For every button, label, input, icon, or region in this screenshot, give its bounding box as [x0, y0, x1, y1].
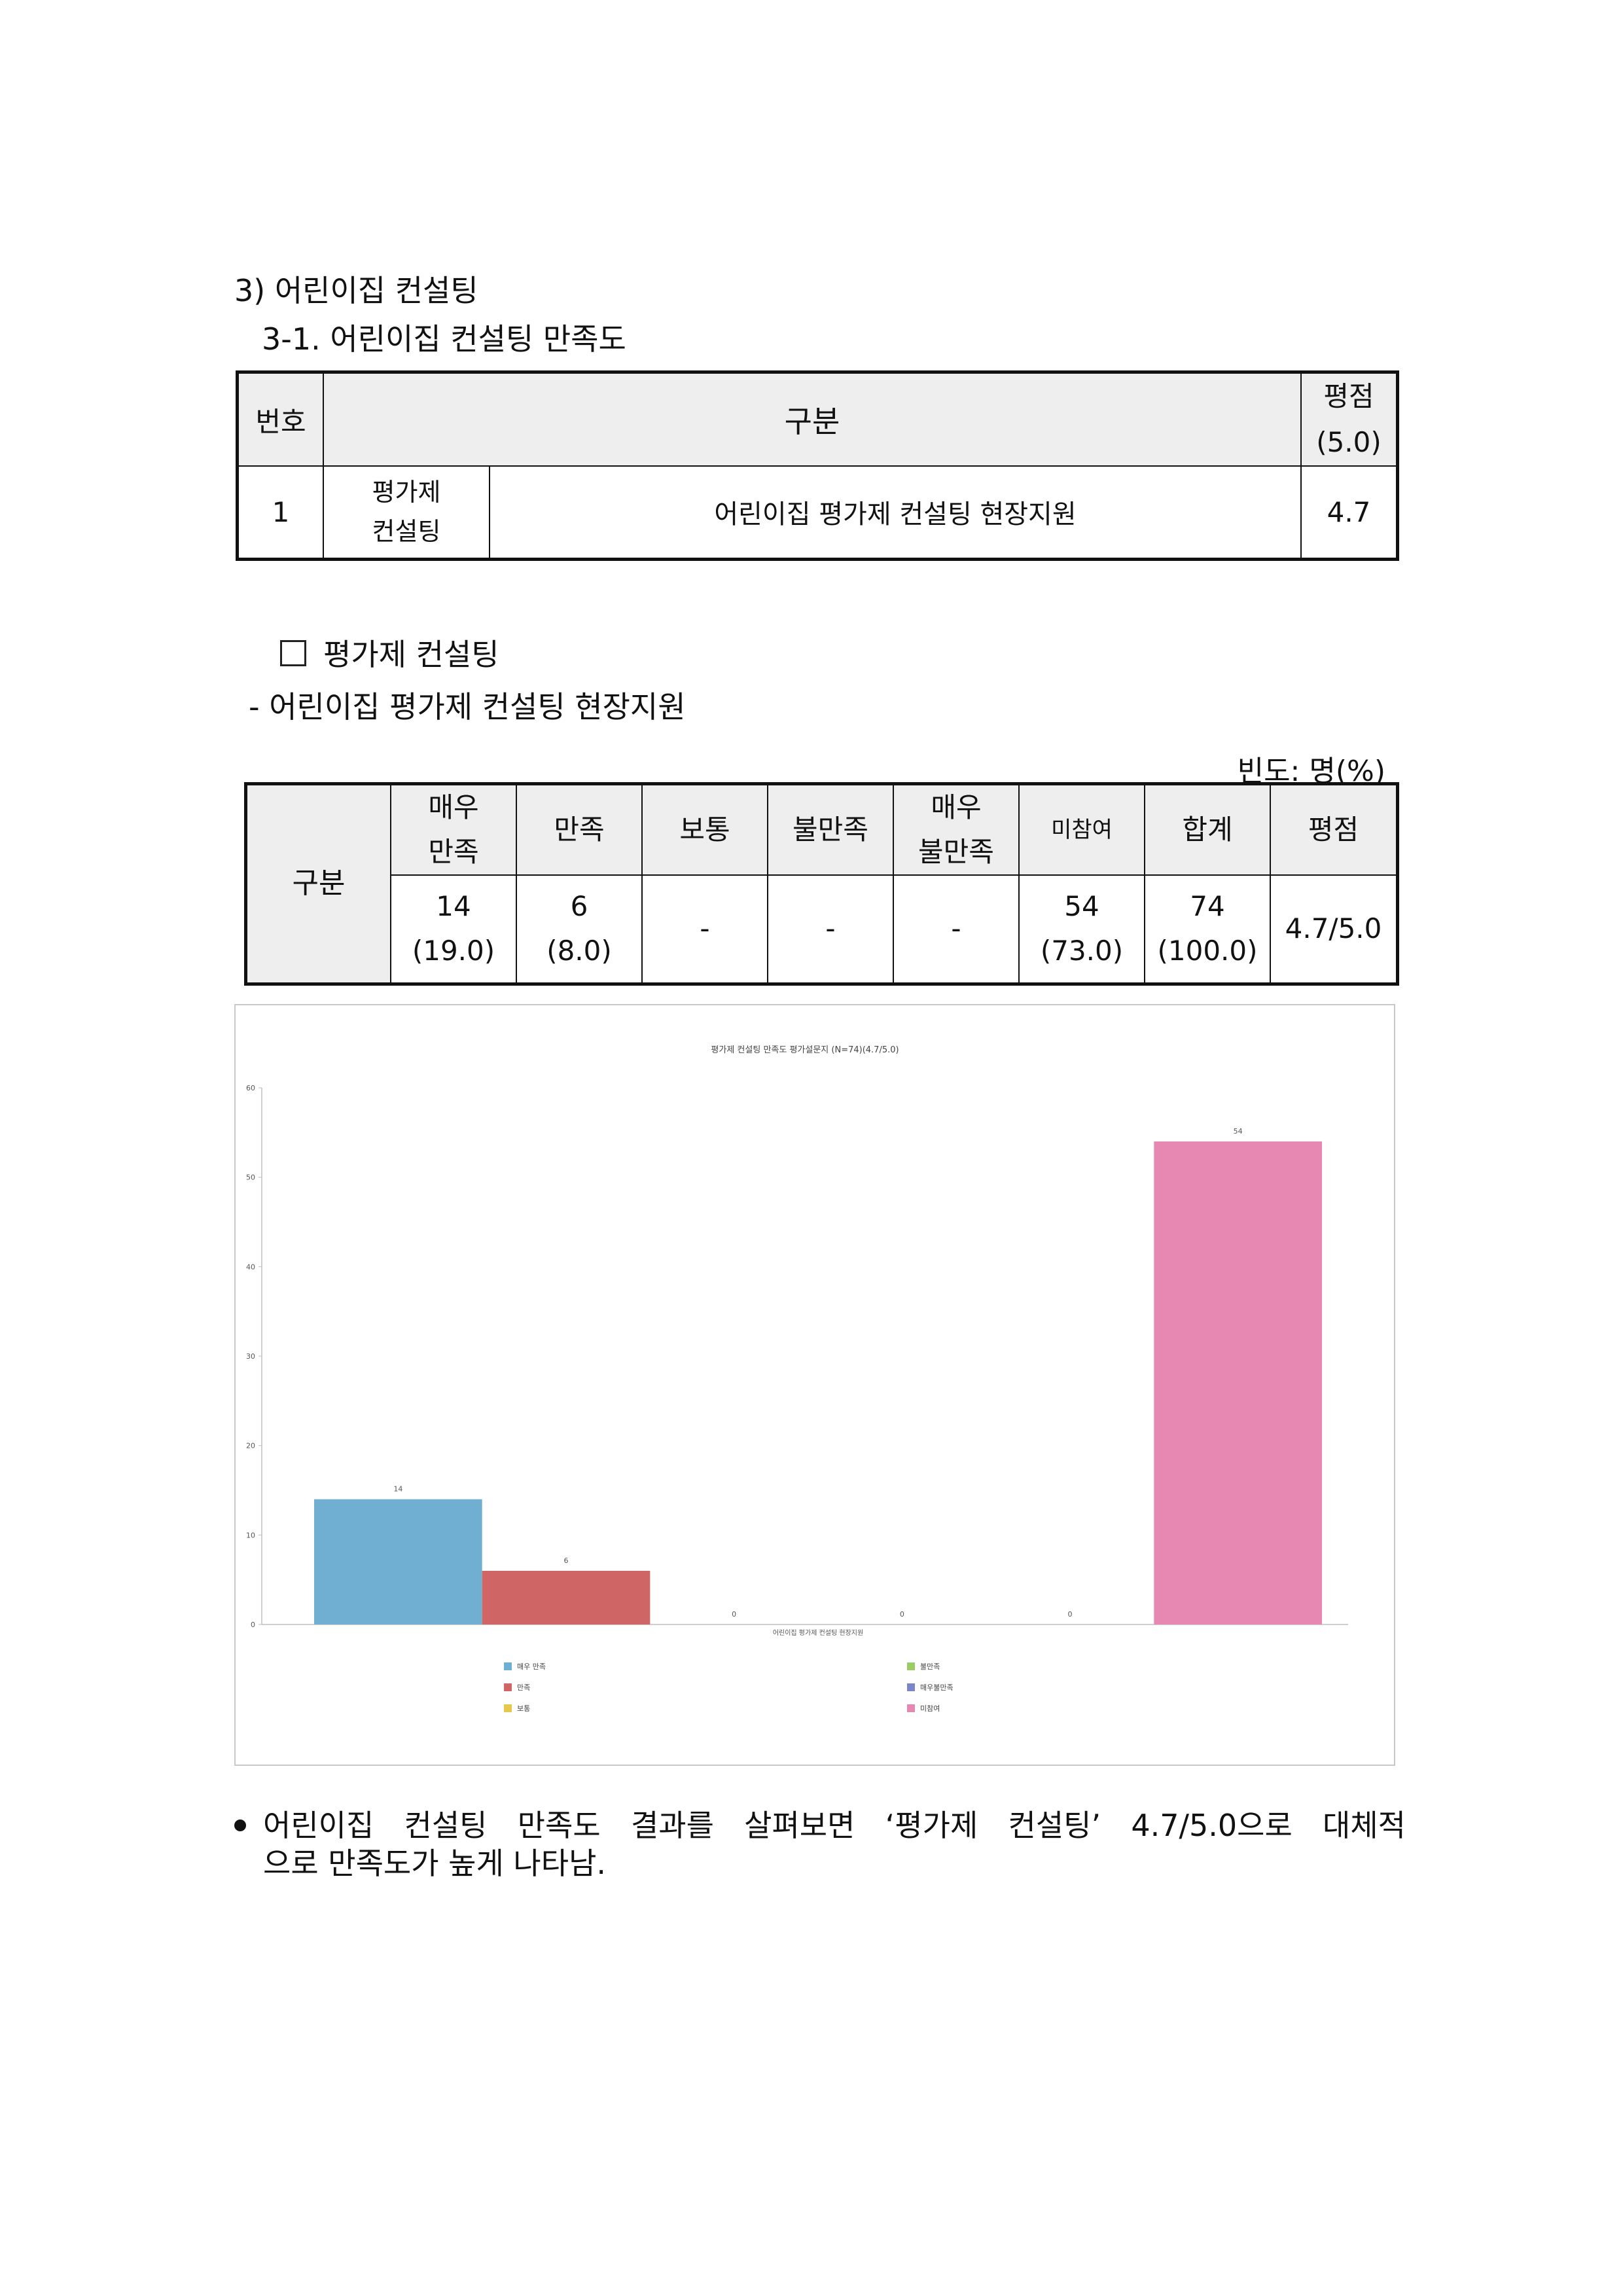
- y-tick-label: 60: [246, 1084, 255, 1092]
- freq-cell-0-pct: (19.0): [412, 935, 495, 967]
- row-group: 평가제 컨설팅: [323, 465, 490, 560]
- freq-header-non-participation: 미참여: [1018, 783, 1145, 876]
- dash-title: - 어린이집 평가제 컨설팅 현장지원: [249, 689, 686, 725]
- legend-swatch: [504, 1683, 512, 1691]
- checkbox-square-icon: [280, 640, 306, 666]
- row-no: 1: [236, 465, 324, 560]
- bar-data-label: 0: [732, 1610, 736, 1619]
- legend-label: 미참여: [920, 1704, 940, 1713]
- bar-data-label: 54: [1234, 1127, 1243, 1136]
- bar-data-label: 14: [393, 1485, 402, 1494]
- box-title: 평가제 컨설팅: [280, 631, 499, 674]
- y-tick-label: 10: [246, 1531, 255, 1539]
- y-tick-label: 30: [246, 1352, 255, 1361]
- freq-cell-dissatisfied: -: [767, 874, 894, 984]
- summary-table-row: 1 평가제 컨설팅 어린이집 평가제 컨설팅 현장지원 4.7: [236, 465, 1399, 560]
- row-item: 어린이집 평가제 컨설팅 현장지원: [489, 465, 1302, 560]
- section-subheading: 3-1. 어린이집 컨설팅 만족도: [262, 321, 626, 357]
- row-score: 4.7: [1300, 465, 1399, 560]
- legend-swatch: [907, 1704, 915, 1712]
- freq-cell-score: 4.7/5.0: [1270, 874, 1399, 984]
- freq-header-neutral: 보통: [641, 783, 768, 876]
- freq-cell-satisfied: 6 (8.0): [516, 874, 643, 984]
- row-group-line1: 평가제: [372, 478, 441, 507]
- freq-header-total: 합계: [1144, 783, 1271, 876]
- summary-table-header-row: 번호 구분 평점 (5.0): [236, 371, 1399, 467]
- freq-cell-1-count: 6: [570, 890, 588, 923]
- bullet-dot-icon: [234, 1820, 246, 1831]
- legend-swatch: [907, 1662, 915, 1670]
- bar: [314, 1499, 482, 1624]
- header-no: 번호: [236, 371, 324, 467]
- freq-cell-neutral: -: [641, 874, 768, 984]
- freq-cell-non-participation: 54 (73.0): [1018, 874, 1145, 984]
- legend-swatch: [504, 1704, 512, 1712]
- freq-cell-5-count: 54: [1064, 890, 1099, 923]
- chart-title: 평가제 컨설팅 만족도 평가설문지 (N=74)(4.7/5.0): [711, 1045, 899, 1055]
- header-category: 구분: [323, 371, 1302, 467]
- legend-swatch: [504, 1662, 512, 1670]
- freq-header-0-line1: 매우: [428, 791, 479, 823]
- frequency-table: 구분 매우 만족 만족 보통 불만족 매우 불만족 미참여 합계 평점 14 (…: [244, 782, 1399, 986]
- freq-header-4-line2: 불만족: [918, 836, 994, 868]
- legend-swatch: [907, 1683, 915, 1691]
- legend-label: 불만족: [920, 1662, 940, 1671]
- legend-label: 매우 만족: [517, 1662, 546, 1671]
- bar: [1154, 1141, 1322, 1624]
- freq-cell-1-pct: (8.0): [546, 935, 612, 967]
- row-group-line2: 컨설팅: [372, 517, 441, 547]
- section-heading: 3) 어린이집 컨설팅: [234, 273, 478, 308]
- freq-cell-very-dissatisfied: -: [893, 874, 1020, 984]
- x-category-label: 어린이집 평가제 컨설팅 현장지원: [773, 1629, 863, 1637]
- bar-chart-svg: 평가제 컨설팅 만족도 평가설문지 (N=74)(4.7/5.0) 0 10 20 30…: [246, 1045, 1348, 1713]
- freq-header-satisfied: 만족: [516, 783, 643, 876]
- freq-cell-5-pct: (73.0): [1040, 935, 1124, 967]
- y-tick-label: 20: [246, 1442, 255, 1450]
- bar-data-label: 0: [1068, 1610, 1073, 1619]
- freq-cell-total: 74 (100.0): [1144, 874, 1271, 984]
- freq-header-dissatisfied: 불만족: [767, 783, 894, 876]
- frequency-data-row: 14 (19.0) 6 (8.0) - - - 54 (73.0) 74 (10…: [246, 874, 1399, 984]
- freq-cell-6-count: 74: [1190, 890, 1225, 923]
- y-tick-label: 50: [246, 1174, 255, 1182]
- header-score-label: 평점: [1323, 380, 1374, 412]
- legend-label: 만족: [517, 1683, 530, 1692]
- conclusion-paragraph: 어린이집 컨설팅 만족도 결과를 살펴보면 ‘평가제 컨설팅’ 4.7/5.0으…: [234, 1806, 1406, 1882]
- bar-data-label: 0: [900, 1610, 904, 1619]
- freq-header-4-line1: 매우: [931, 791, 982, 823]
- y-tick-label: 0: [251, 1621, 255, 1629]
- freq-cell-6-pct: (100.0): [1157, 935, 1258, 967]
- freq-cell-very-satisfied: 14 (19.0): [390, 874, 517, 984]
- header-score: 평점 (5.0): [1300, 371, 1399, 467]
- freq-header-score: 평점: [1270, 783, 1399, 876]
- freq-row-header: 구분: [245, 783, 391, 984]
- bar-chart: 평가제 컨설팅 만족도 평가설문지 (N=74)(4.7/5.0) 0 10 20 30…: [234, 1004, 1395, 1766]
- legend-label: 보통: [517, 1704, 530, 1713]
- box-title-text: 평가제 컨설팅: [323, 637, 499, 672]
- freq-cell-0-count: 14: [436, 890, 471, 923]
- summary-table: 번호 구분 평점 (5.0) 1 평가제 컨설팅 어린이집 평가제 컨설팅 현장…: [236, 370, 1399, 561]
- header-score-max: (5.0): [1316, 426, 1382, 458]
- bar: [482, 1571, 651, 1624]
- freq-header-0-line2: 만족: [428, 836, 479, 868]
- legend-label: 매우불만족: [920, 1683, 954, 1692]
- freq-header-very-dissatisfied: 매우 불만족: [893, 783, 1020, 876]
- frequency-header-row: 구분 매우 만족 만족 보통 불만족 매우 불만족 미참여 합계 평점: [245, 783, 1399, 984]
- bar-data-label: 6: [564, 1556, 569, 1565]
- freq-header-very-satisfied: 매우 만족: [390, 783, 517, 876]
- conclusion-line-2: 으로 만족도가 높게 나타남.: [263, 1846, 607, 1881]
- y-tick-label: 40: [246, 1263, 255, 1271]
- conclusion-line-1: 어린이집 컨설팅 만족도 결과를 살펴보면 ‘평가제 컨설팅’ 4.7/5.0으…: [263, 1808, 1406, 1843]
